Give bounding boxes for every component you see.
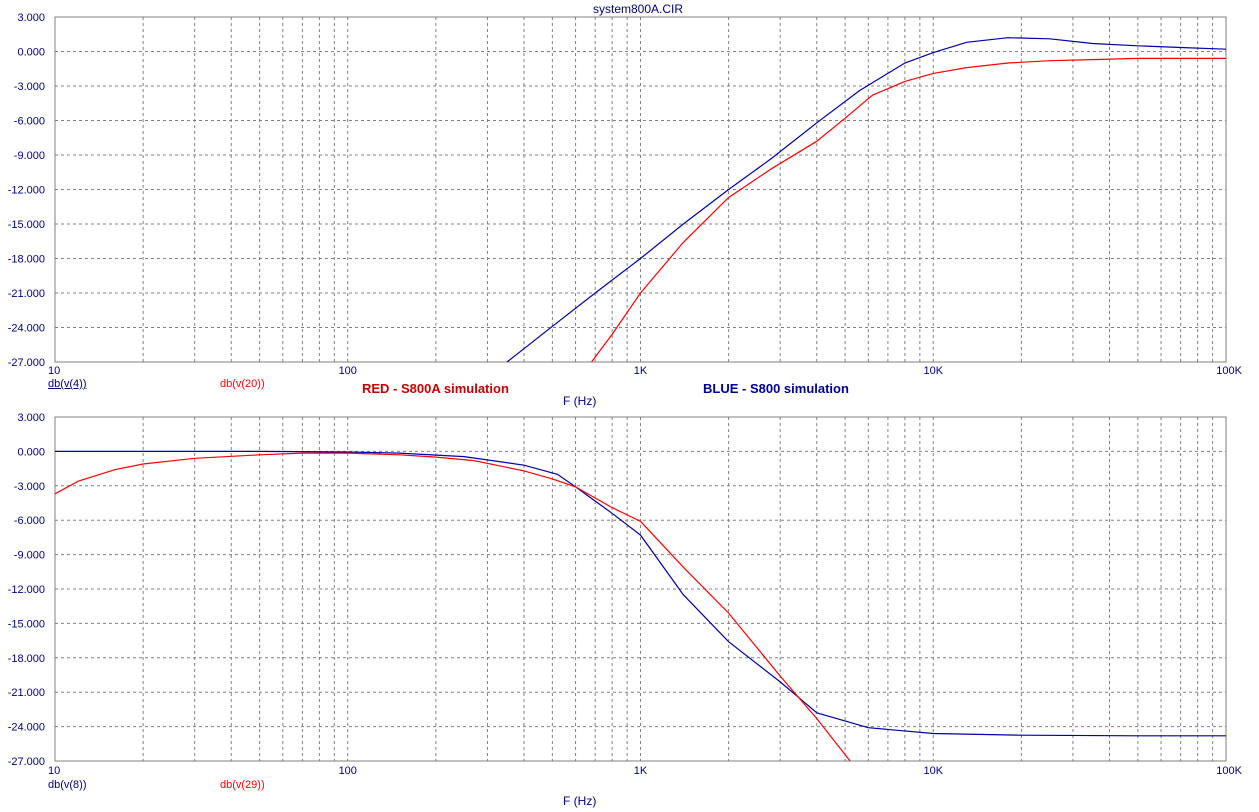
x-tick-label: 10K xyxy=(923,765,943,777)
trace-label-db-v29[interactable]: db(v(29)) xyxy=(220,779,265,791)
y-tick-label: -6.000 xyxy=(14,515,45,527)
trace-label-db-v20[interactable]: db(v(20)) xyxy=(220,378,265,390)
y-tick-label: -18.000 xyxy=(8,653,45,665)
blue-legend-note: BLUE - S800 simulation xyxy=(703,381,849,396)
y-tick-label: -9.000 xyxy=(14,150,45,162)
series-line-db-v-20-- xyxy=(591,57,1226,362)
y-tick-label: 0.000 xyxy=(17,47,45,59)
chart-title: system800A.CIR xyxy=(593,2,684,16)
x-tick-label: 100K xyxy=(1216,765,1242,777)
plot-frame xyxy=(54,416,1227,762)
y-tick-label: -3.000 xyxy=(14,81,45,93)
x-tick-label: 100 xyxy=(339,765,357,777)
y-tick-label: -24.000 xyxy=(8,722,45,734)
x-tick-label: 10 xyxy=(48,365,60,377)
y-tick-label: -21.000 xyxy=(8,687,45,699)
y-tick-label: -15.000 xyxy=(8,219,45,231)
y-tick-label: -21.000 xyxy=(8,288,45,300)
y-tick-label: 0.000 xyxy=(17,446,45,458)
x-tick-label: 100K xyxy=(1216,365,1242,377)
series-line-db-v-29-- xyxy=(55,452,851,761)
y-tick-label: 3.000 xyxy=(17,12,45,24)
x-tick-label: 100 xyxy=(339,365,357,377)
y-tick-label: -9.000 xyxy=(14,550,45,562)
y-tick-label: 3.000 xyxy=(17,412,45,424)
series-line-db-v-8-- xyxy=(55,450,1226,737)
x-axis-title-bottom: F (Hz) xyxy=(563,794,597,808)
x-axis-title-top: F (Hz) xyxy=(563,394,597,408)
y-tick-label: -12.000 xyxy=(8,185,45,197)
x-tick-label: 1K xyxy=(634,765,648,777)
y-tick-label: -3.000 xyxy=(14,481,45,493)
y-tick-label: -27.000 xyxy=(8,756,45,768)
trace-label-db-v4[interactable]: db(v(4)) xyxy=(48,378,87,390)
x-tick-label: 1K xyxy=(634,365,648,377)
y-tick-label: -15.000 xyxy=(8,618,45,630)
trace-label-db-v8[interactable]: db(v(8)) xyxy=(48,779,87,791)
y-tick-label: -27.000 xyxy=(8,357,45,369)
y-tick-label: -12.000 xyxy=(8,584,45,596)
x-tick-label: 10 xyxy=(48,765,60,777)
red-legend-note: RED - S800A simulation xyxy=(362,381,509,396)
series-line-db-v-4-- xyxy=(506,37,1226,362)
y-tick-label: -6.000 xyxy=(14,116,45,128)
x-tick-label: 10K xyxy=(923,365,943,377)
y-tick-label: -24.000 xyxy=(8,323,45,335)
plot-frame xyxy=(54,16,1227,363)
y-tick-label: -18.000 xyxy=(8,254,45,266)
